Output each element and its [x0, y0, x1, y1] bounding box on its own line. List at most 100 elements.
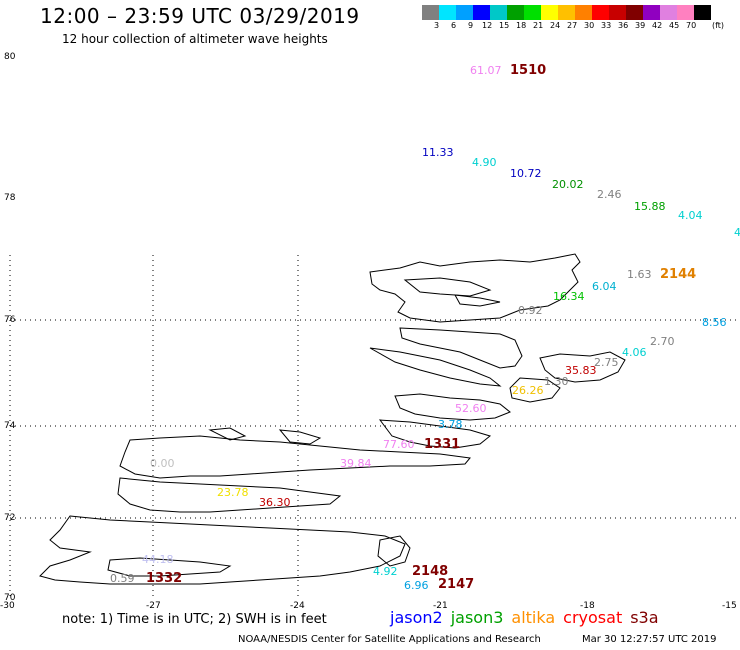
wave-height-label: 2144	[660, 267, 696, 282]
wave-height-label: 6.96	[404, 579, 429, 592]
wave-height-label: 2.70	[650, 335, 675, 348]
longitude-label: -18	[580, 601, 595, 611]
greenland-coastline	[39, 253, 626, 585]
wave-height-label: 10.72	[510, 167, 542, 180]
legend-label: 27	[567, 21, 578, 30]
legend-swatch	[592, 5, 609, 20]
wave-height-label: 16.34	[553, 290, 585, 303]
satellite-jason2: jason2	[390, 608, 443, 627]
generation-timestamp: Mar 30 12:27:57 UTC 2019	[582, 634, 717, 645]
legend-label: 21	[533, 21, 544, 30]
latitude-label: 72	[4, 513, 15, 523]
legend-swatch	[422, 5, 439, 20]
wave-height-label: 35.83	[565, 364, 597, 377]
legend-swatch	[507, 5, 524, 20]
color-scale-legend	[422, 5, 711, 20]
wave-height-label: 4	[734, 226, 740, 239]
wave-height-label: 4.06	[622, 346, 647, 359]
wave-height-label: 20.02	[552, 178, 584, 191]
wave-height-label: 44.18	[142, 553, 174, 566]
wave-height-label: 36.30	[259, 496, 291, 509]
wave-height-label: 4.92	[373, 565, 398, 578]
legend-label: 30	[584, 21, 595, 30]
legend-label: 9	[468, 21, 474, 30]
axis-labels: 80 78 76 74 72 70-30 -27 -24 -21 -18 -15	[0, 52, 737, 611]
wave-height-label: 1510	[510, 63, 546, 78]
satellite-legend: jason2 jason3 altika cryosat s3a	[390, 608, 667, 627]
page-subtitle: 12 hour collection of altimeter wave hei…	[62, 32, 328, 46]
legend-swatch	[541, 5, 558, 20]
legend-label: 42	[652, 21, 663, 30]
legend-swatch	[524, 5, 541, 20]
legend-label: 15	[499, 21, 510, 30]
wave-height-label: 52.60	[455, 402, 487, 415]
wave-height-label: 1331	[424, 437, 460, 452]
longitude-label: -24	[290, 601, 305, 611]
wave-height-label: 2.46	[597, 188, 622, 201]
legend-label: 12	[482, 21, 493, 30]
latitude-label: 80	[4, 52, 16, 62]
legend-swatch	[439, 5, 456, 20]
wave-height-label: 0.00	[150, 457, 175, 470]
latitude-label: 76	[4, 315, 16, 325]
legend-label: 39	[635, 21, 646, 30]
wave-height-label: 15.88	[634, 200, 666, 213]
legend-swatch	[575, 5, 592, 20]
satellite-s3a: s3a	[630, 608, 659, 627]
satellite-altika: altika	[511, 608, 556, 627]
wave-height-label: 1.30	[544, 375, 569, 388]
wave-height-label: 1332	[146, 571, 182, 586]
wave-height-label: 61.07	[470, 64, 502, 77]
latitude-label: 78	[4, 193, 16, 203]
legend-label: 70	[686, 21, 697, 30]
longitude-label: -21	[433, 601, 448, 611]
legend-label: 3	[434, 21, 440, 30]
legend-label: 36	[618, 21, 629, 30]
wave-height-label: 8.56	[702, 316, 727, 329]
legend-swatch	[643, 5, 660, 20]
wave-height-label: 2148	[412, 564, 448, 579]
wave-height-label: 4.04	[678, 209, 703, 222]
legend-swatch	[473, 5, 490, 20]
latitude-label: 74	[4, 421, 16, 431]
wave-height-label: 39.84	[340, 457, 372, 470]
wave-height-label: 0.59	[110, 572, 135, 585]
longitude-label: -15	[722, 601, 737, 611]
page-title: 12:00 – 23:59 UTC 03/29/2019	[40, 4, 360, 28]
legend-label: 18	[516, 21, 527, 30]
wave-height-observations: 61.07 1510 11.33 4.90 10.72 20.02 2.46 15.88 4.0…	[110, 63, 740, 592]
satellite-jason3: jason3	[450, 608, 504, 627]
wave-height-label: 4.90	[472, 156, 497, 169]
legend-swatch	[626, 5, 643, 20]
wave-height-label: 23.78	[217, 486, 249, 499]
credit-line: NOAA/NESDIS Center for Satellite Applica…	[238, 634, 541, 645]
wave-height-label: 6.04	[592, 280, 617, 293]
wave-height-label: 0.92	[518, 304, 543, 317]
wave-height-label: 26.26	[512, 384, 544, 397]
longitude-label: -30	[0, 601, 15, 611]
satellite-cryosat: cryosat	[563, 608, 623, 627]
legend-label: 45	[669, 21, 680, 30]
legend-swatch	[694, 5, 711, 20]
legend-swatch	[609, 5, 626, 20]
legend-swatch	[660, 5, 677, 20]
legend-label: 33	[601, 21, 612, 30]
legend-swatch	[456, 5, 473, 20]
map-gridlines	[9, 255, 740, 600]
legend-unit: (ft)	[712, 21, 725, 30]
legend-swatch	[490, 5, 507, 20]
wave-height-label: 11.33	[422, 146, 454, 159]
wave-height-label: 2147	[438, 577, 474, 592]
legend-swatch	[677, 5, 694, 20]
legend-swatch	[558, 5, 575, 20]
legend-label: 6	[451, 21, 457, 30]
legend-label: 24	[550, 21, 561, 30]
latitude-label: 70	[4, 593, 16, 603]
wave-height-label: 77.60	[383, 438, 415, 451]
footer-note: note: 1) Time is in UTC; 2) SWH is in fe…	[62, 612, 327, 627]
wave-height-label: 2.75	[594, 356, 619, 369]
longitude-label: -27	[146, 601, 161, 611]
wave-height-label: 3.78	[438, 418, 463, 431]
wave-height-label: 1.63	[627, 268, 652, 281]
